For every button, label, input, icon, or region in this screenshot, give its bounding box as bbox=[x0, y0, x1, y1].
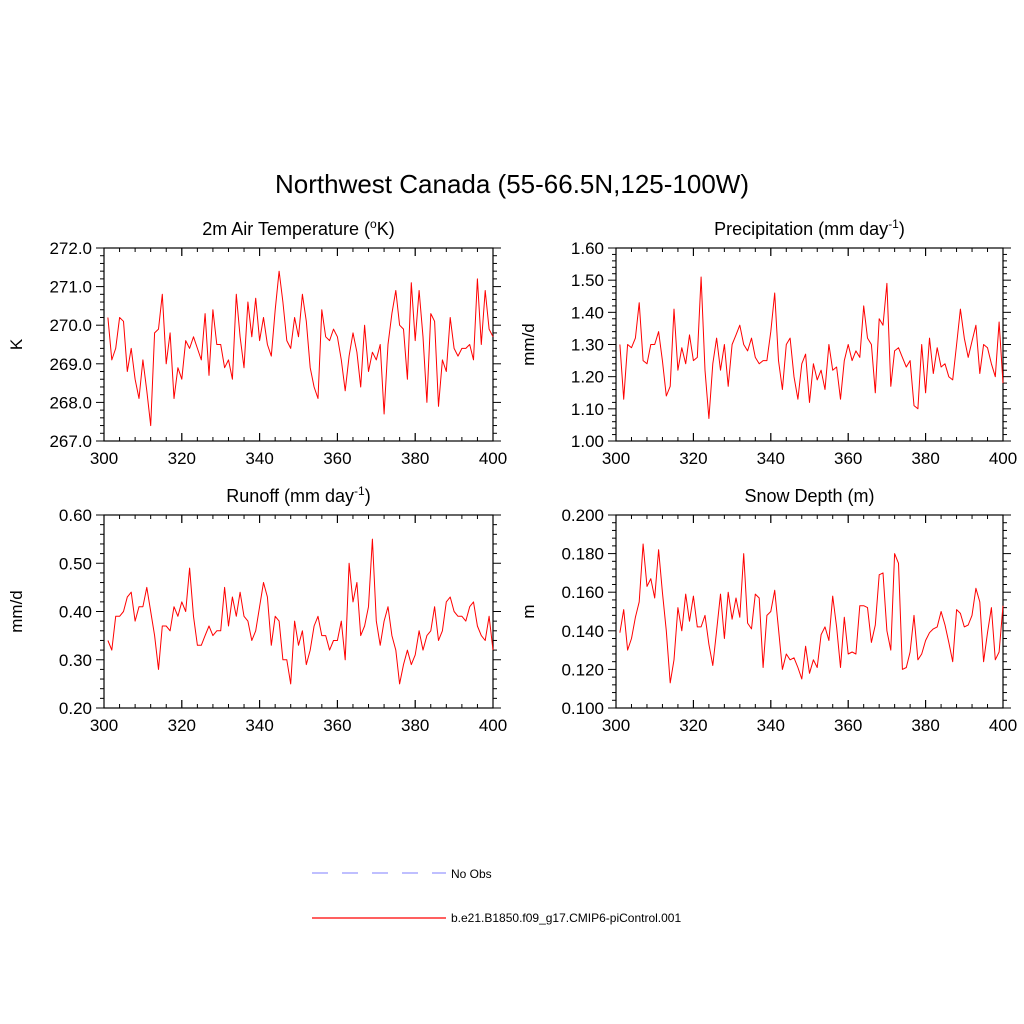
series-line-runoff bbox=[107, 538, 494, 685]
x-tick-label: 400 bbox=[989, 449, 1017, 468]
series-line-precipitation bbox=[619, 276, 1004, 419]
chart-runoff: Runoff (mm day-1) mm/d 300 320 340 360 380 400 0… bbox=[7, 484, 507, 735]
legend: No Obs b.e21.B1850.f09_g17.CMIP6-piContr… bbox=[312, 867, 681, 925]
y-tick-label: 1.60 bbox=[571, 239, 604, 258]
y-tick-label: 1.00 bbox=[571, 432, 604, 451]
y-tick-label: 0.40 bbox=[59, 603, 92, 622]
y-ticks-air-temperature bbox=[96, 247, 501, 442]
y-tick-label: 1.30 bbox=[571, 336, 604, 355]
y-tick-label: 1.20 bbox=[571, 368, 604, 387]
chart-title-air-temperature: 2m Air Temperature (oK) bbox=[202, 217, 394, 239]
y-tick-label: 268.0 bbox=[49, 393, 92, 412]
y-tick-label: 0.180 bbox=[561, 545, 604, 564]
y-axis-label-snow-depth: m bbox=[519, 604, 538, 618]
panels: 2m Air Temperature (oK) K 300 320 340 360 380 4… bbox=[7, 217, 1017, 735]
x-tick-label: 360 bbox=[323, 449, 351, 468]
x-tick-label: 400 bbox=[479, 449, 507, 468]
x-tick-label: 320 bbox=[679, 716, 707, 735]
plot-frame-precipitation bbox=[615, 247, 1004, 442]
x-tick-label: 380 bbox=[911, 449, 939, 468]
x-ticks-air-temperature bbox=[103, 248, 494, 441]
x-ticks-snow-depth bbox=[615, 515, 1004, 708]
x-tick-label: 360 bbox=[834, 716, 862, 735]
plot-frame-air-temperature bbox=[103, 247, 494, 442]
chart-title-snow-depth: Snow Depth (m) bbox=[744, 486, 874, 506]
figure-title: Northwest Canada (55-66.5N,125-100W) bbox=[275, 169, 749, 199]
y-ticks-snow-depth bbox=[608, 514, 1011, 709]
y-tick-label: 0.140 bbox=[561, 622, 604, 641]
y-axis-label-air-temperature: K bbox=[7, 338, 26, 350]
series-line-air-temperature bbox=[107, 270, 494, 427]
x-tick-label: 400 bbox=[989, 716, 1017, 735]
y-tick-label: 269.0 bbox=[49, 355, 92, 374]
legend-obs-label: No Obs bbox=[451, 867, 492, 881]
y-tick-label: 0.200 bbox=[561, 506, 604, 525]
y-tick-label: 1.40 bbox=[571, 303, 604, 322]
x-tick-label: 320 bbox=[679, 449, 707, 468]
x-tick-label: 380 bbox=[401, 449, 429, 468]
x-tick-label: 300 bbox=[90, 716, 118, 735]
chart-precipitation: Precipitation (mm day-1) mm/d 300 320 340 360… bbox=[519, 217, 1017, 468]
x-ticks-precipitation bbox=[615, 248, 1004, 441]
y-tick-label: 0.30 bbox=[59, 651, 92, 670]
x-tick-label: 380 bbox=[401, 716, 429, 735]
x-tick-label: 320 bbox=[168, 449, 196, 468]
y-tick-label: 0.160 bbox=[561, 583, 604, 602]
x-tick-label: 300 bbox=[602, 716, 630, 735]
plot-frame-snow-depth bbox=[615, 514, 1004, 709]
plot-frame-runoff bbox=[103, 514, 494, 709]
chart-snow-depth: Snow Depth (m) m 300 320 340 360 380 400 0.100 0.… bbox=[519, 486, 1017, 735]
chart-title-runoff: Runoff (mm day-1) bbox=[226, 484, 370, 506]
x-tick-label: 340 bbox=[245, 716, 273, 735]
x-tick-label: 340 bbox=[245, 449, 273, 468]
chart-air-temperature: 2m Air Temperature (oK) K 300 320 340 360 380 4… bbox=[7, 217, 507, 468]
x-tick-label: 320 bbox=[168, 716, 196, 735]
x-tick-label: 300 bbox=[602, 449, 630, 468]
chart-title-precipitation: Precipitation (mm day-1) bbox=[714, 217, 905, 239]
y-tick-label: 0.120 bbox=[561, 660, 604, 679]
y-tick-label: 271.0 bbox=[49, 278, 92, 297]
y-tick-label: 267.0 bbox=[49, 432, 92, 451]
x-tick-label: 360 bbox=[834, 449, 862, 468]
y-tick-label: 0.50 bbox=[59, 554, 92, 573]
y-axis-label-runoff: mm/d bbox=[7, 590, 26, 633]
x-ticks-runoff bbox=[103, 515, 494, 708]
y-tick-label: 1.10 bbox=[571, 400, 604, 419]
y-ticks-precipitation bbox=[608, 247, 1011, 442]
y-ticks-runoff bbox=[96, 514, 501, 709]
y-tick-label: 1.50 bbox=[571, 271, 604, 290]
x-tick-label: 380 bbox=[911, 716, 939, 735]
x-tick-label: 340 bbox=[757, 449, 785, 468]
x-tick-label: 340 bbox=[757, 716, 785, 735]
series-line-snow-depth bbox=[619, 543, 1004, 684]
y-tick-label: 272.0 bbox=[49, 239, 92, 258]
x-tick-label: 360 bbox=[323, 716, 351, 735]
y-tick-label: 0.100 bbox=[561, 699, 604, 718]
x-tick-label: 400 bbox=[479, 716, 507, 735]
legend-model-label: b.e21.B1850.f09_g17.CMIP6-piControl.001 bbox=[451, 911, 681, 925]
y-tick-label: 0.60 bbox=[59, 506, 92, 525]
y-tick-label: 270.0 bbox=[49, 316, 92, 335]
y-axis-label-precipitation: mm/d bbox=[519, 323, 538, 366]
x-tick-label: 300 bbox=[90, 449, 118, 468]
y-tick-label: 0.20 bbox=[59, 699, 92, 718]
